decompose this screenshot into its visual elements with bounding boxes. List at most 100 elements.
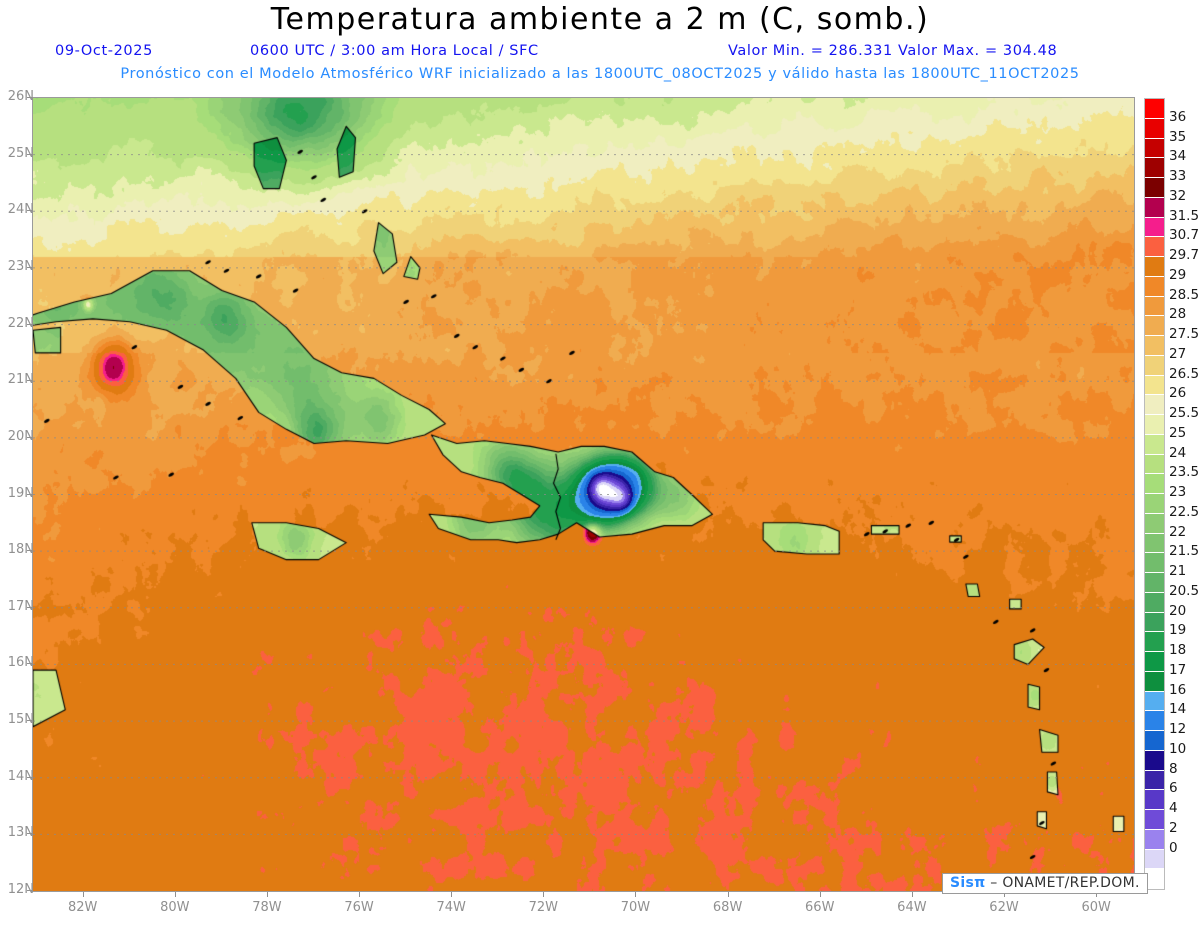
latitude-tick-label: 24N bbox=[7, 202, 34, 218]
colorbar-tick-label: 27 bbox=[1169, 345, 1187, 362]
colorbar-swatch bbox=[1145, 612, 1164, 633]
longitude-tick-label: 72W bbox=[528, 900, 559, 915]
colorbar-swatch bbox=[1145, 257, 1164, 277]
colorbar-swatch bbox=[1145, 118, 1164, 139]
colorbar-swatch bbox=[1145, 869, 1164, 889]
colorbar-swatch bbox=[1145, 276, 1164, 297]
latitude-tick-mark bbox=[27, 550, 32, 552]
latitude-tick-mark bbox=[27, 833, 32, 835]
latitude-tick-label: 19N bbox=[7, 485, 34, 501]
colorbar-swatch bbox=[1145, 711, 1164, 731]
longitude-tick-mark bbox=[359, 892, 361, 897]
colorbar-labels: 36 35 34 33 32 31.5 30.7 29.7 29 28.5 28 27.5 27 26.5… bbox=[1169, 98, 1200, 898]
colorbar-tick-label: 26.5 bbox=[1169, 365, 1200, 382]
colorbar-tick-label: 26 bbox=[1169, 385, 1187, 402]
longitude-tick-label: 82W bbox=[67, 900, 98, 915]
latitude-tick-label: 23N bbox=[7, 258, 34, 274]
latitude-tick-mark bbox=[27, 720, 32, 722]
longitude-tick-mark bbox=[451, 892, 453, 897]
latitude-tick-mark bbox=[27, 663, 32, 665]
colorbar-swatch bbox=[1145, 178, 1164, 198]
colorbar-tick-label: 28 bbox=[1169, 306, 1187, 323]
colorbar-tick-label: 22 bbox=[1169, 523, 1187, 540]
latitude-tick-mark bbox=[27, 606, 32, 608]
longitude-tick-label: 70W bbox=[620, 900, 651, 915]
colorbar-swatch bbox=[1145, 770, 1164, 791]
longitude-tick-mark bbox=[1096, 892, 1098, 897]
longitude-tick-mark bbox=[1004, 892, 1005, 897]
attribution-badge: Sisπ – ONAMET/REP.DOM. bbox=[942, 873, 1148, 894]
colorbar-swatch bbox=[1145, 336, 1164, 356]
colorbar-swatch bbox=[1145, 671, 1164, 692]
colorbar-swatch bbox=[1145, 454, 1164, 475]
colorbar-tick-label: 29.7 bbox=[1169, 247, 1200, 263]
colorbar-tick-label: 36 bbox=[1169, 108, 1187, 125]
latitude-tick-mark bbox=[27, 323, 32, 325]
latitude-tick-label: 16N bbox=[7, 655, 34, 671]
colorbar-swatch bbox=[1145, 316, 1164, 336]
colorbar-swatch bbox=[1145, 494, 1164, 514]
colorbar-swatch bbox=[1145, 750, 1164, 771]
brand-pi-symbol: π bbox=[974, 875, 986, 891]
colorbar-swatch bbox=[1145, 474, 1164, 494]
colorbar-swatch bbox=[1145, 138, 1164, 159]
page-title: Temperatura ambiente a 2 m (C, somb.) bbox=[270, 2, 930, 37]
map-panel[interactable] bbox=[32, 97, 1135, 892]
latitude-tick-label: 17N bbox=[7, 598, 34, 614]
longitude-tick-mark bbox=[727, 892, 729, 897]
latitude-tick-mark bbox=[27, 380, 32, 382]
colorbar-swatch bbox=[1145, 592, 1164, 613]
colorbar-tick-label: 21.5 bbox=[1169, 543, 1200, 560]
colorbar-tick-label: 17 bbox=[1169, 661, 1187, 678]
longitude-tick-mark bbox=[911, 892, 913, 897]
latitude-tick-label: 13N bbox=[7, 825, 34, 841]
latitude-tick-mark bbox=[27, 210, 32, 212]
longitude-tick-label: 62W bbox=[989, 900, 1019, 915]
longitude-tick-mark bbox=[819, 892, 821, 897]
latitude-tick-mark bbox=[27, 266, 32, 268]
colorbar-tick-label: 30.7 bbox=[1169, 227, 1200, 244]
latitude-tick-mark bbox=[27, 97, 32, 98]
colorbar-swatch bbox=[1145, 849, 1164, 870]
colorbar-swatch bbox=[1145, 158, 1164, 178]
colorbar-tick-label: 29 bbox=[1169, 266, 1187, 283]
latitude-tick-mark bbox=[27, 436, 32, 438]
colorbar-tick-label: 23.5 bbox=[1169, 464, 1200, 481]
colorbar-tick-label: 24 bbox=[1169, 444, 1187, 461]
brand-sis: Sis bbox=[950, 875, 975, 891]
colorbar-tick-label: 18 bbox=[1169, 642, 1187, 658]
attribution-agency: – ONAMET/REP.DOM. bbox=[990, 875, 1140, 891]
colorbar-swatch bbox=[1145, 197, 1164, 218]
colorbar-swatch bbox=[1145, 573, 1164, 593]
colorbar[interactable] bbox=[1144, 98, 1165, 890]
colorbar-swatch bbox=[1145, 237, 1164, 257]
latitude-tick-label: 22N bbox=[7, 315, 34, 331]
colorbar-tick-label: 33 bbox=[1169, 168, 1187, 184]
value-minmax: Valor Min. = 286.331 Valor Max. = 304.48 bbox=[728, 43, 1058, 59]
colorbar-swatch bbox=[1145, 434, 1164, 455]
latitude-tick-label: 15N bbox=[7, 712, 34, 728]
longitude-tick-label: 78W bbox=[252, 900, 282, 915]
colorbar-swatch bbox=[1145, 652, 1164, 672]
forecast-model-note: Pronóstico con el Modelo Atmosférico WRF… bbox=[120, 66, 1080, 82]
colorbar-swatch bbox=[1145, 355, 1164, 376]
colorbar-tick-label: 14 bbox=[1169, 701, 1187, 718]
colorbar-swatch bbox=[1145, 375, 1164, 396]
colorbar-tick-label: 25.5 bbox=[1169, 405, 1200, 421]
longitude-tick-label: 68W bbox=[712, 900, 743, 915]
latitude-tick-mark bbox=[27, 890, 32, 891]
longitude-tick-label: 76W bbox=[344, 900, 374, 915]
colorbar-tick-label: 2 bbox=[1169, 819, 1178, 836]
colorbar-tick-label: 12 bbox=[1169, 721, 1187, 737]
colorbar-tick-label: 28.5 bbox=[1169, 286, 1200, 303]
colorbar-swatch bbox=[1145, 790, 1164, 810]
colorbar-swatch bbox=[1145, 553, 1164, 573]
colorbar-swatch bbox=[1145, 513, 1164, 534]
colorbar-tick-label: 19 bbox=[1169, 622, 1187, 639]
colorbar-tick-label: 6 bbox=[1169, 780, 1178, 797]
longitude-tick-mark bbox=[266, 892, 268, 897]
colorbar-tick-label: 23 bbox=[1169, 484, 1187, 500]
latitude-tick-mark bbox=[27, 153, 32, 155]
colorbar-swatch bbox=[1145, 217, 1164, 238]
